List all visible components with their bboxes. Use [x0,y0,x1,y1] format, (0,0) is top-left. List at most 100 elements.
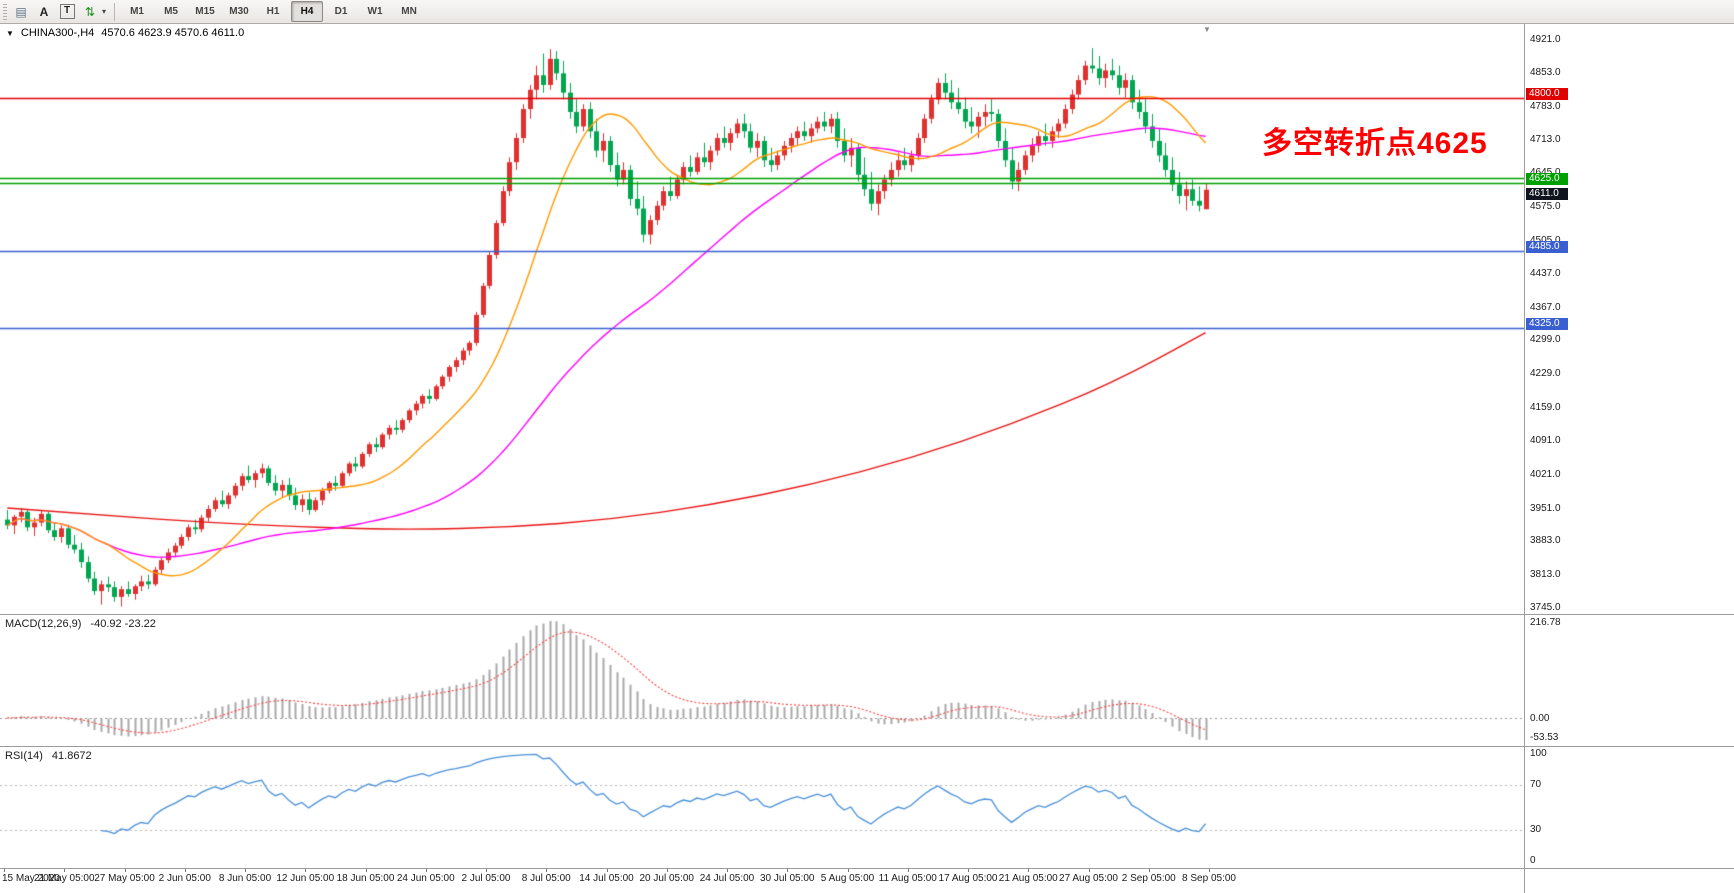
time-tick [245,869,246,872]
price-tick-label: 4299.0 [1530,334,1561,346]
panel-divider[interactable] [0,614,1734,615]
chart-area: ▼ CHINA300-,H4 4570.6 4623.9 4570.6 4611… [0,24,1734,893]
level-price-tag: 4625.0 [1526,172,1568,185]
time-tick [64,869,65,872]
symbol-collapse-icon[interactable]: ▼ [6,28,14,38]
timeframe-button-mn[interactable]: MN [401,6,417,17]
macd-axis-label: 0.00 [1530,712,1550,724]
macd-label: MACD(12,26,9) [5,618,82,630]
time-axis-label: 27 May 05:00 [94,873,155,884]
price-tick-label: 4505.0 [1530,235,1561,247]
time-tick [426,869,427,872]
time-tick [908,869,909,872]
level-price-tag: 4800.0 [1526,88,1568,101]
time-tick [968,869,969,872]
timeframe-button-m15[interactable]: M15 [195,6,215,17]
macd-axis-label: 216.78 [1530,617,1561,628]
time-tick [1209,869,1210,872]
timeframe-toolbar: M1 M5 M15 M30 H1 H4 D1 W1 MN [121,1,425,22]
price-tick-label: 3883.0 [1530,535,1561,547]
rsi-label: RSI(14) [5,750,43,762]
price-tick-label: 4645.0 [1530,167,1561,179]
time-axis-label: 17 Aug 05:00 [938,873,998,884]
price-tick-label: 3813.0 [1530,569,1561,581]
toolbar-separator [114,2,116,21]
time-axis-label: 27 Aug 05:00 [1059,873,1118,884]
time-axis-label: 21 Aug 05:00 [998,873,1058,884]
price-tick-label: 4159.0 [1530,402,1561,414]
price-tick-label: 4021.0 [1530,468,1561,480]
time-axis-label: 2 Jun 05:00 [158,873,211,884]
symbol-header[interactable]: ▼ CHINA300-,H4 4570.6 4623.9 4570.6 4611… [6,27,244,39]
time-axis-label: 24 Jun 05:00 [396,873,455,884]
level-price-tag: 4325.0 [1526,317,1568,330]
price-scale[interactable]: 4921.0 4853.0 4783.0 4713.0 4645.0 4575.0 4505… [1524,24,1734,893]
time-axis-label: 20 Jul 05:00 [639,873,695,884]
rsi-axis-label: 100 [1530,748,1547,759]
annotation-text[interactable]: 多空转折点4625 [1262,127,1488,160]
time-axis-divider [0,868,1734,869]
price-tick-label: 3745.0 [1530,602,1561,613]
text-cursor-icon[interactable]: A [39,4,49,19]
price-tick-label: 4575.0 [1530,201,1561,213]
ohlc-values: 4570.6 4623.9 4570.6 4611.0 [101,27,245,39]
rsi-axis-label: 0 [1530,855,1536,866]
rsi-axis-label: 30 [1530,824,1542,836]
timeframe-button-m30[interactable]: M30 [229,6,249,17]
time-tick [305,869,306,872]
rsi-canvas[interactable] [0,747,1524,868]
time-axis-label: 21 May 05:00 [33,873,95,884]
price-tick-label: 3951.0 [1530,502,1561,514]
time-axis-label: 5 Aug 05:00 [820,873,875,884]
dropdown-caret-icon[interactable]: ▾ [102,7,107,16]
symbol-label: CHINA300-,H4 [20,27,95,39]
time-tick [125,869,126,872]
timeframe-button-m5[interactable]: M5 [164,6,178,17]
time-tick [1089,869,1090,872]
time-tick [1149,869,1150,872]
price-tick-label: 4921.0 [1530,34,1561,45]
time-axis-label: 18 Jun 05:00 [336,873,395,884]
sort-arrows-icon[interactable]: ⇅ [84,4,96,19]
rsi-header: RSI(14) 41.8672 [5,750,92,762]
time-tick [366,869,367,872]
macd-canvas[interactable] [0,615,1524,746]
timeframe-button-h4[interactable]: H4 [291,1,324,22]
time-axis-label: 14 Jul 05:00 [579,873,634,884]
main-chart-canvas[interactable] [0,24,1524,614]
time-axis-label: 8 Jun 05:00 [218,873,272,884]
timeframe-button-m1[interactable]: M1 [130,6,144,17]
price-tick-label: 4783.0 [1530,100,1561,112]
panel-divider[interactable] [0,746,1734,747]
timeframe-button-d1[interactable]: D1 [334,6,348,17]
timeframe-button-w1[interactable]: W1 [367,6,383,17]
rsi-value: 41.8672 [51,750,92,762]
text-box-icon[interactable]: T [57,1,77,22]
toolbar: ▤ A T ⇅ ▾ M1 M5 M15 M30 H1 H4 D1 W1 MN [0,0,1734,24]
time-tick [667,869,668,872]
time-tick [4,869,5,872]
time-axis-label: 15 May 2020 [2,873,60,884]
time-axis[interactable]: 15 May 2020 21 May 05:00 27 May 05:00 2 Jun… [0,869,1524,893]
time-axis-label: 24 Jul 05:00 [699,873,755,884]
time-tick [848,869,849,872]
time-tick [546,869,547,872]
price-tick-label: 4091.0 [1530,434,1561,446]
timeframe-button-h1[interactable]: H1 [266,6,280,17]
time-axis-label: 30 Jul 05:00 [760,873,815,884]
time-tick [486,869,487,872]
time-tick [787,869,788,872]
macd-axis-label: -53.53 [1530,732,1559,743]
time-axis-label: 12 Jun 05:00 [276,873,335,884]
current-price-tag: 4611.0 [1526,187,1568,200]
time-axis-label: 11 Aug 05:00 [878,873,937,884]
time-tick [607,869,608,872]
chart-grid-icon[interactable]: ▤ [15,4,27,19]
toolbar-grip[interactable] [3,3,7,20]
price-tick-label: 4229.0 [1530,368,1561,380]
chart-shift-marker-icon[interactable]: ▼ [1203,25,1211,34]
price-tick-label: 4853.0 [1530,66,1561,78]
time-tick [185,869,186,872]
level-price-tag: 4485.0 [1526,240,1568,253]
